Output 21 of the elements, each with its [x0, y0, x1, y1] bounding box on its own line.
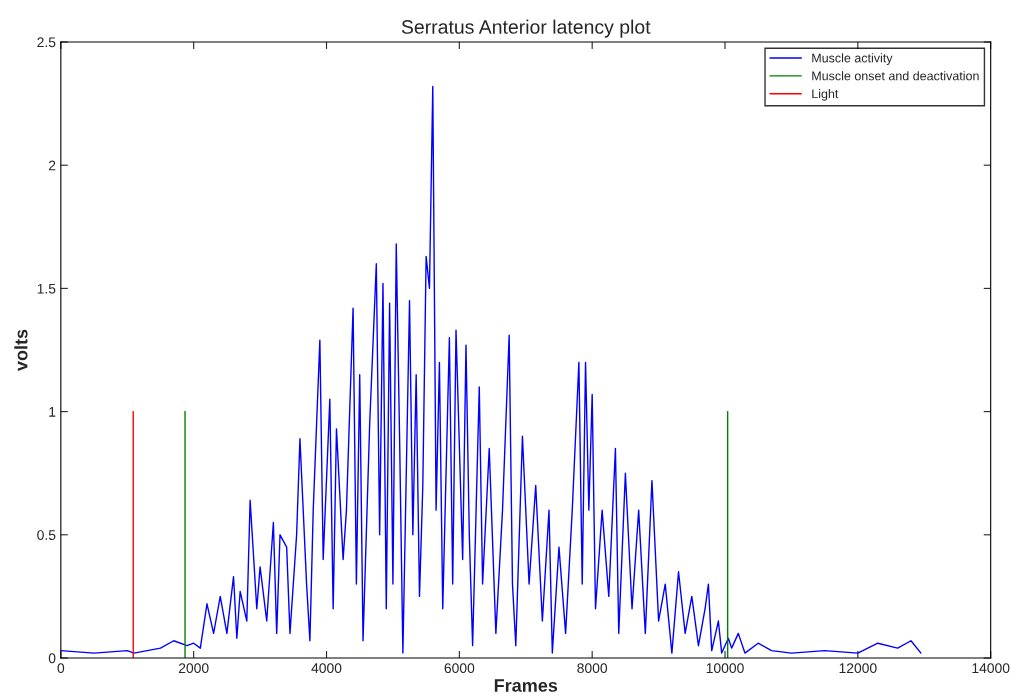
- x-tick-label: 8000: [577, 663, 608, 674]
- legend-label: Muscle onset and deactivation: [812, 71, 979, 81]
- y-tick-label: 0: [48, 653, 56, 664]
- x-tick-label: 6000: [444, 663, 475, 674]
- x-tick-label: 2000: [178, 663, 209, 674]
- chart-title: Serratus Anterior latency plot: [401, 19, 651, 38]
- y-tick-label: 2.5: [37, 37, 56, 48]
- x-tick-label: 12000: [839, 663, 877, 674]
- y-tick-label: 2: [48, 160, 56, 171]
- x-tick-label: 10000: [706, 663, 744, 674]
- legend-label: Muscle activity: [812, 53, 893, 65]
- x-tick-label: 0: [57, 663, 65, 674]
- y-axis-title: volts: [14, 329, 28, 371]
- legend-label: Light: [812, 89, 839, 101]
- x-tick-label: 4000: [311, 663, 342, 674]
- x-tick-label: 14000: [972, 663, 1010, 674]
- x-axis-title: Frames: [494, 679, 558, 692]
- y-tick-label: 1.5: [37, 283, 56, 294]
- line-series: [60, 85, 922, 654]
- y-tick-label: 1: [49, 407, 56, 417]
- y-tick-label: 0.5: [37, 530, 56, 540]
